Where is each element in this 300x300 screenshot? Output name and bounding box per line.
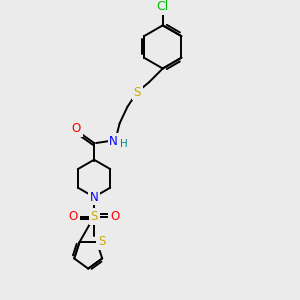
Text: S: S <box>134 85 141 98</box>
Text: Cl: Cl <box>157 0 169 13</box>
Text: O: O <box>110 210 119 223</box>
Text: O: O <box>69 210 78 223</box>
Text: O: O <box>72 122 81 135</box>
Text: H: H <box>120 139 128 149</box>
Text: S: S <box>98 236 105 248</box>
Text: N: N <box>109 135 118 148</box>
Text: S: S <box>90 210 98 223</box>
Text: N: N <box>90 190 98 203</box>
